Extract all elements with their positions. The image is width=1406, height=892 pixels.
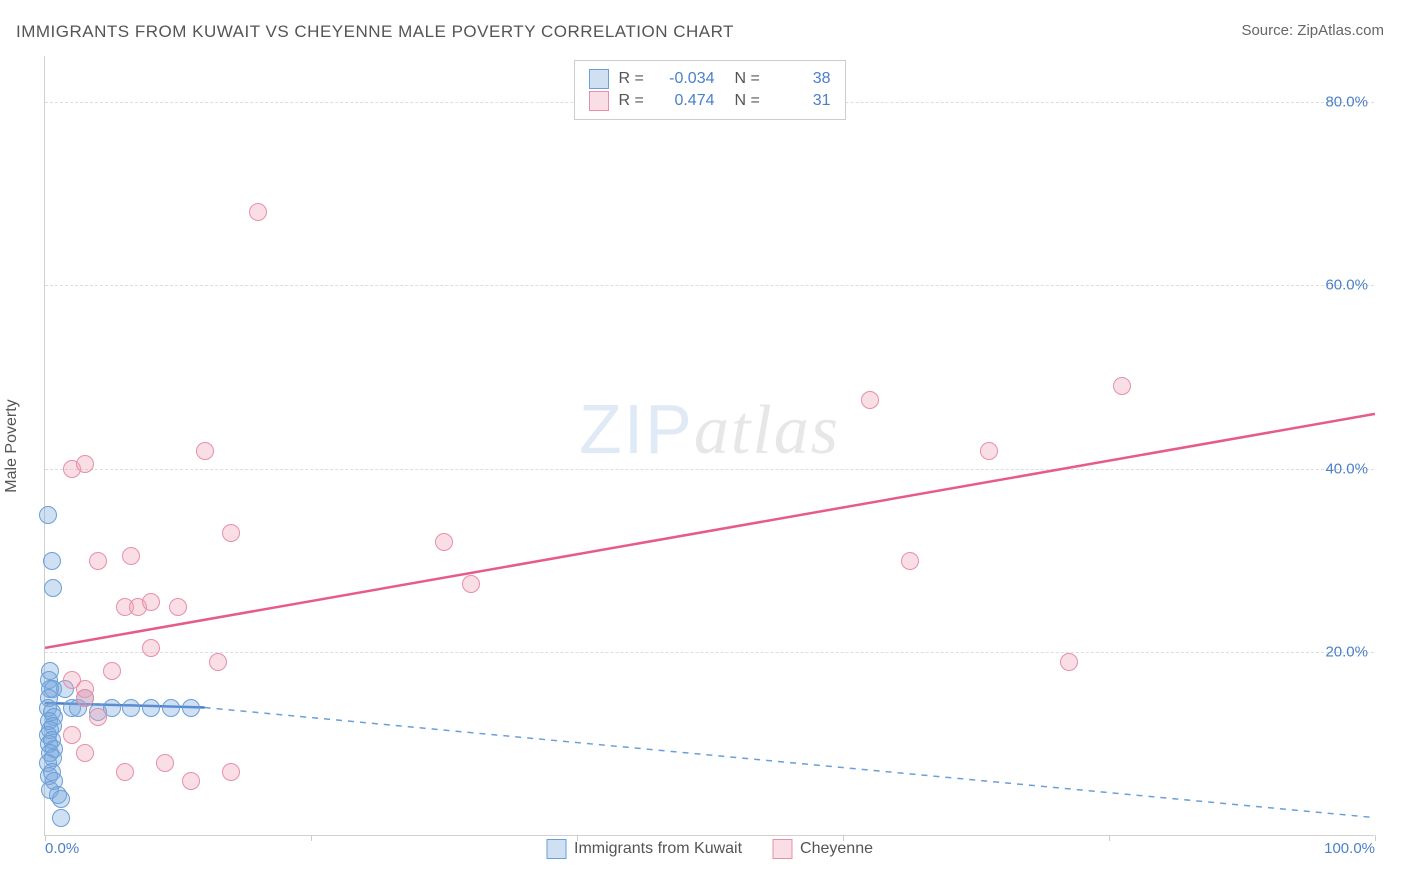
y-tick-label: 80.0% xyxy=(1325,93,1368,110)
data-point xyxy=(980,442,998,460)
x-tick-mark xyxy=(1375,835,1376,841)
gridline-h xyxy=(45,652,1374,653)
series-legend: Immigrants from Kuwait Cheyenne xyxy=(546,839,873,859)
data-point xyxy=(76,744,94,762)
data-point xyxy=(76,689,94,707)
y-tick-label: 40.0% xyxy=(1325,460,1368,477)
r-label: R = xyxy=(619,92,649,110)
gridline-h xyxy=(45,469,1374,470)
legend-label: Immigrants from Kuwait xyxy=(574,840,742,858)
data-point xyxy=(861,391,879,409)
r-value: -0.034 xyxy=(659,70,715,88)
x-tick-label: 0.0% xyxy=(45,840,79,857)
legend-item: Cheyenne xyxy=(772,839,873,859)
data-point xyxy=(89,708,107,726)
data-point xyxy=(142,699,160,717)
x-tick-mark xyxy=(311,835,312,841)
y-tick-label: 60.0% xyxy=(1325,277,1368,294)
trend-lines xyxy=(45,56,1375,836)
correlation-legend: R = -0.034 N = 38 R = 0.474 N = 31 xyxy=(574,60,846,120)
data-point xyxy=(156,754,174,772)
data-point xyxy=(162,699,180,717)
data-point xyxy=(222,524,240,542)
data-point xyxy=(1113,377,1131,395)
data-point xyxy=(435,533,453,551)
data-point xyxy=(89,552,107,570)
data-point xyxy=(116,763,134,781)
data-point xyxy=(43,552,61,570)
data-point xyxy=(44,579,62,597)
data-point xyxy=(122,547,140,565)
data-point xyxy=(63,726,81,744)
legend-swatch xyxy=(772,839,792,859)
data-point xyxy=(76,455,94,473)
data-point xyxy=(1060,653,1078,671)
legend-swatch xyxy=(589,69,609,89)
chart-title: IMMIGRANTS FROM KUWAIT VS CHEYENNE MALE … xyxy=(16,22,734,42)
data-point xyxy=(222,763,240,781)
x-tick-mark xyxy=(1109,835,1110,841)
data-point xyxy=(103,662,121,680)
r-value: 0.474 xyxy=(659,92,715,110)
legend-row: R = 0.474 N = 31 xyxy=(589,91,831,111)
data-point xyxy=(142,593,160,611)
data-point xyxy=(462,575,480,593)
data-point xyxy=(122,699,140,717)
legend-swatch xyxy=(589,91,609,111)
y-tick-label: 20.0% xyxy=(1325,644,1368,661)
data-point xyxy=(209,653,227,671)
data-point xyxy=(182,699,200,717)
scatter-plot: ZIPatlas 20.0%40.0%60.0%80.0%0.0%100.0%R… xyxy=(44,56,1374,836)
y-axis-label: Male Poverty xyxy=(3,399,21,492)
legend-item: Immigrants from Kuwait xyxy=(546,839,742,859)
source-label: Source: ZipAtlas.com xyxy=(1241,22,1384,39)
r-label: R = xyxy=(619,70,649,88)
data-point xyxy=(52,809,70,827)
gridline-h xyxy=(45,285,1374,286)
data-point xyxy=(169,598,187,616)
data-point xyxy=(249,203,267,221)
x-tick-label: 100.0% xyxy=(1324,840,1375,857)
data-point xyxy=(142,639,160,657)
data-point xyxy=(901,552,919,570)
n-label: N = xyxy=(735,92,765,110)
data-point xyxy=(196,442,214,460)
data-point xyxy=(52,790,70,808)
n-label: N = xyxy=(735,70,765,88)
watermark: ZIPatlas xyxy=(579,389,840,471)
n-value: 38 xyxy=(775,70,831,88)
data-point xyxy=(182,772,200,790)
legend-row: R = -0.034 N = 38 xyxy=(589,69,831,89)
legend-swatch xyxy=(546,839,566,859)
data-point xyxy=(39,506,57,524)
legend-label: Cheyenne xyxy=(800,840,873,858)
n-value: 31 xyxy=(775,92,831,110)
